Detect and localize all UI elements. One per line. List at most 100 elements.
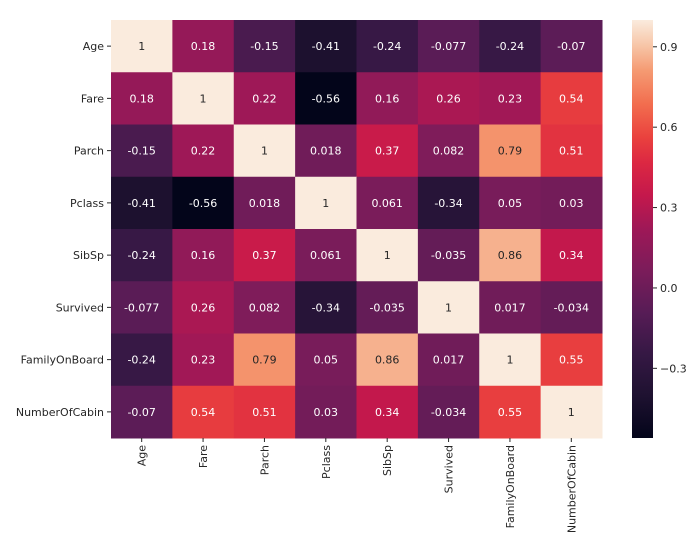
- cell-annotation: 0.03: [314, 406, 339, 419]
- cell-annotation: 0.55: [559, 354, 584, 367]
- heatmap-cell: [356, 20, 419, 73]
- heatmap-cell: [295, 72, 358, 125]
- heatmap-cell: [356, 281, 419, 334]
- cell-annotation: 0.082: [249, 301, 281, 314]
- cell-annotation: -0.34: [434, 197, 462, 210]
- heatmap-cell: [540, 124, 603, 178]
- cell-annotation: -0.56: [312, 92, 340, 105]
- x-tick-label: Fare: [197, 445, 210, 468]
- heatmap-cell: [111, 385, 173, 439]
- cell-annotation: -0.077: [124, 301, 159, 314]
- cell-annotation: -0.07: [127, 406, 155, 419]
- cell-annotation: -0.077: [431, 40, 466, 53]
- heatmap-cell: [540, 72, 603, 125]
- heatmap-cell: [356, 333, 419, 387]
- x-axis-labels: Age Fare Parch Pclass SibSp Survived FamilyOnB…: [136, 438, 578, 533]
- cell-annotation: 1: [384, 249, 391, 262]
- cell-annotation: 0.05: [498, 197, 523, 210]
- y-axis-labels: Age Fare Parch Pclass SibSp Survived FamilyOnB…: [16, 40, 111, 419]
- heatmap-cell: [540, 176, 603, 230]
- x-tick-label: NumberOfCabin: [565, 445, 578, 533]
- cell-annotation: 0.03: [559, 197, 584, 210]
- heatmap-cell: [417, 385, 480, 439]
- heatmap-cell: [479, 333, 542, 387]
- heatmap-cell: [172, 385, 235, 439]
- heatmap-cell: [479, 281, 542, 334]
- colorbar-tick-label: −0.3: [660, 362, 687, 375]
- cell-annotation: -0.24: [127, 249, 155, 262]
- cell-annotation: 0.061: [310, 249, 342, 262]
- cell-annotation: 0.54: [559, 92, 584, 105]
- heatmap-cell: [233, 20, 296, 73]
- heatmap-cell: [479, 72, 542, 125]
- cell-annotation: -0.07: [557, 40, 585, 53]
- colorbar: 0.9 0.6 0.3 0.0 −0.3: [632, 20, 687, 438]
- cell-annotation: 0.51: [559, 145, 584, 158]
- cell-annotation: -0.24: [373, 40, 401, 53]
- colorbar-tick-label: 0.0: [660, 282, 678, 295]
- cell-annotation: 0.26: [436, 92, 461, 105]
- x-tick-label: Survived: [443, 445, 456, 493]
- heatmap-cell: [417, 72, 480, 125]
- heatmap-cell: [479, 229, 542, 282]
- cell-annotation: -0.15: [127, 145, 155, 158]
- x-tick-label: FamilyOnBoard: [504, 445, 517, 528]
- cell-annotation: 0.37: [252, 249, 277, 262]
- heatmap-cell: [479, 124, 542, 178]
- y-tick-label: Survived: [56, 301, 104, 314]
- heatmap-cell: [233, 333, 296, 387]
- heatmap-cell: [233, 72, 296, 125]
- cell-annotation: 0.018: [249, 197, 281, 210]
- colorbar-gradient: [632, 20, 653, 438]
- colorbar-tick-label: 0.9: [660, 41, 678, 54]
- heatmap-cell: [172, 281, 235, 334]
- cell-annotation: 0.05: [314, 354, 339, 367]
- heatmap-cell: [479, 176, 542, 230]
- heatmap-cell: [356, 176, 419, 230]
- cell-annotation: 0.017: [433, 354, 465, 367]
- cell-annotation: -0.035: [431, 249, 466, 262]
- cell-annotation: 1: [200, 92, 207, 105]
- x-tick-label: SibSp: [381, 445, 394, 476]
- heatmap-cells: 1 0.18 -0.15 -0.41 -0.24 -0.077 -0.24 -0.07 0.18…: [111, 20, 603, 439]
- heatmap-cell: [111, 72, 173, 125]
- cell-annotation: 0.018: [310, 145, 342, 158]
- heatmap-cell: [111, 124, 173, 178]
- heatmap-cell: [540, 229, 603, 282]
- heatmap-cell: [295, 176, 358, 230]
- cell-annotation: -0.34: [312, 301, 340, 314]
- cell-annotation: 0.18: [191, 40, 216, 53]
- heatmap-cell: [295, 281, 358, 334]
- cell-annotation: 0.79: [498, 145, 523, 158]
- cell-annotation: -0.41: [127, 197, 155, 210]
- heatmap-cell: [417, 281, 480, 334]
- cell-annotation: 0.23: [191, 354, 216, 367]
- cell-annotation: 0.082: [433, 145, 465, 158]
- heatmap-cell: [172, 20, 235, 73]
- y-tick-label: Fare: [81, 92, 104, 105]
- heatmap-cell: [356, 72, 419, 125]
- x-tick-label: Parch: [258, 445, 271, 475]
- heatmap-cell: [111, 281, 173, 334]
- heatmap-cell: [111, 229, 173, 282]
- cell-annotation: 0.26: [191, 301, 216, 314]
- cell-annotation: 0.86: [375, 354, 400, 367]
- heatmap-cell: [417, 124, 480, 178]
- heatmap-cell: [356, 229, 419, 282]
- cell-annotation: 1: [568, 406, 575, 419]
- heatmap-cell: [479, 385, 542, 439]
- heatmap-cell: [233, 385, 296, 439]
- cell-annotation: 0.86: [498, 249, 523, 262]
- heatmap-cell: [479, 20, 542, 73]
- cell-annotation: 0.34: [559, 249, 584, 262]
- cell-annotation: 0.22: [191, 145, 216, 158]
- heatmap-cell: [233, 124, 296, 178]
- cell-annotation: 1: [261, 145, 268, 158]
- heatmap-cell: [172, 333, 235, 387]
- colorbar-tick-label: 0.6: [660, 121, 678, 134]
- cell-annotation: -0.56: [189, 197, 217, 210]
- heatmap-cell: [233, 229, 296, 282]
- cell-annotation: 0.37: [375, 145, 400, 158]
- heatmap-cell: [540, 281, 603, 334]
- cell-annotation: 0.34: [375, 406, 400, 419]
